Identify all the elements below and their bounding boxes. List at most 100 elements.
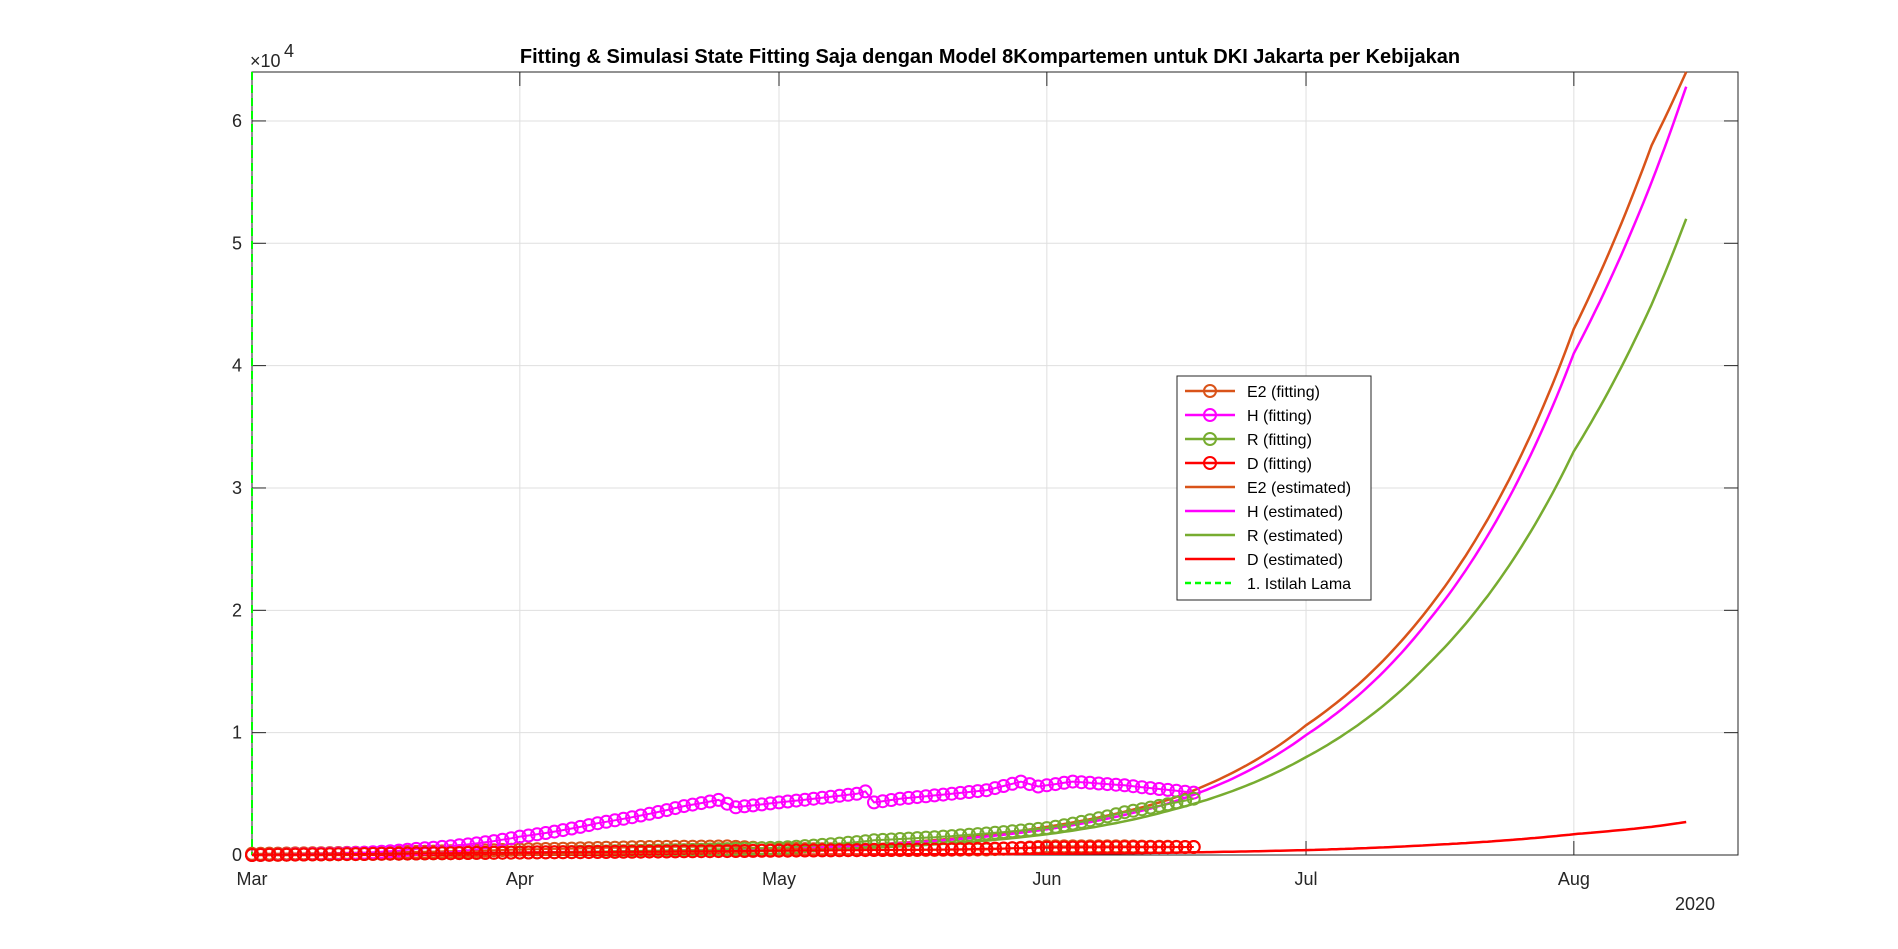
series-d-fitting-marker [322,847,337,862]
series-h-fitting-marker [521,828,536,843]
series-d-fitting-marker [366,846,380,861]
series-h-fitting-marker [841,787,856,802]
series-d-fitting-marker [270,847,285,862]
legend-label: D (estimated) [1247,552,1343,569]
series-h-fitting-marker [962,785,977,799]
series-d-fitting-marker [383,846,398,861]
series-d-fitting-marker [901,842,916,857]
series-h-fitting-line [251,780,1194,856]
series-h-fitting-marker [659,803,674,818]
series-h-fitting-marker [478,835,493,850]
series-d-fitting-marker [1134,840,1149,855]
series-d-fitting-marker [841,843,856,858]
series-d-fitting-marker [677,844,691,859]
series-h-fitting-marker [452,838,467,853]
series-h-fitting-marker [642,806,657,821]
series-d-fitting-marker [884,842,899,857]
y-tick-label: 2 [232,600,242,620]
legend: E2 (fitting) H (fitting) R (fitting) D (fit… [1176,375,1372,601]
series-h-fitting-marker [633,808,648,823]
series-d-fitting-marker [867,843,881,857]
series-d-fitting-marker [642,844,657,859]
series-d-fitting-marker [815,843,830,858]
series-d-fitting-marker [1109,840,1123,855]
series-r-fitting-marker [1109,807,1123,822]
legend-label: H (fitting) [1247,408,1312,425]
series-d-fitting-marker [1169,840,1184,855]
legend-label: D (fitting) [1247,456,1312,473]
series-r-fitting-marker [996,825,1011,840]
series-d-fitting-marker [1178,840,1193,855]
series-d-fitting-marker [797,843,812,858]
series-d-fitting-marker [875,843,890,857]
series-d-fitting-marker [512,845,527,860]
series-d-fitting-marker [1048,840,1063,855]
series-r-fitting-marker [1013,823,1028,838]
legend-label: E2 (fitting) [1247,384,1320,401]
series-d-fitting-marker [314,847,329,862]
series-d-fitting-marker [918,842,933,857]
series-d-fitting-marker [1160,840,1175,855]
series-h-fitting-marker [806,791,821,806]
series-h-fitting-marker [530,827,545,842]
series-r-fitting-marker [1065,816,1080,831]
series-d-fitting-marker [504,845,519,860]
legend-item: D (estimated) [1185,552,1343,569]
series-r-fitting-marker [1160,797,1175,812]
series-h-fitting-marker [1048,777,1063,792]
series-d-fitting-marker [581,845,596,860]
series-h-fitting-marker [823,789,838,804]
series-r-fitting-marker [1178,793,1193,808]
series-h-fitting-marker [1126,779,1141,794]
series-h-fitting-marker [599,814,614,829]
series-d-fitting-marker [1117,840,1132,855]
series-r-fitting-marker [1091,811,1106,826]
series-d-fitting-marker [279,847,294,862]
series-d-fitting-marker [435,846,450,861]
legend-label: 1. Istilah Lama [1247,576,1351,593]
series-r-fitting-marker [962,827,977,842]
series-d-fitting-marker [1186,840,1201,854]
series-d-fitting-marker [694,844,709,859]
legend-item: R (estimated) [1185,528,1343,545]
series-e2-fitting-marker [599,840,614,855]
series-d-fitting-marker [953,842,968,857]
series-r-fitting-marker [1186,791,1201,806]
series-d-fitting-marker [452,846,467,861]
legend-label: H (estimated) [1247,504,1343,521]
series-d-fitting-marker [1074,840,1089,855]
series-h-fitting-marker [677,799,691,814]
series-d-fitting-marker [944,842,959,857]
series-r-fitting-marker [1031,821,1046,836]
series-d-fitting-marker [927,842,942,857]
series-d-fitting-marker [530,845,545,860]
series-h-fitting-marker [1100,777,1115,792]
plot-background [252,72,1738,855]
series-h-fitting-marker [1057,775,1072,790]
legend-label: E2 (estimated) [1247,480,1351,497]
series-d-fitting-marker [607,844,622,859]
series-h-fitting-marker [746,798,761,813]
series-h-fitting-marker [970,784,985,799]
series-d-fitting-marker [245,848,259,862]
series-d-fitting-marker [331,847,346,862]
series-r-fitting-marker [849,835,864,850]
series-d-fitting-marker [1013,841,1028,856]
series-h-fitting-marker [616,811,631,826]
x-axis-year-label: 2020 [1675,894,1715,914]
series-r-fitting-marker [1117,805,1132,820]
series-d-fitting-marker [1083,840,1097,855]
series-d-fitting-marker [573,845,588,860]
series-h-fitting-marker [556,823,570,838]
series-d-fitting-marker [1100,840,1115,855]
series-d-fitting-marker [668,844,683,859]
series-d-fitting-marker [564,845,579,860]
series-h-fitting-marker [910,790,925,805]
series-r-fitting-marker [953,828,968,843]
series-h-fitting-marker [893,791,907,806]
series-h-fitting-marker [797,792,812,807]
series-d-fitting-marker [1057,840,1072,855]
y-exponent-base: ×10 [250,51,281,71]
series-d-fitting-marker [936,842,951,857]
